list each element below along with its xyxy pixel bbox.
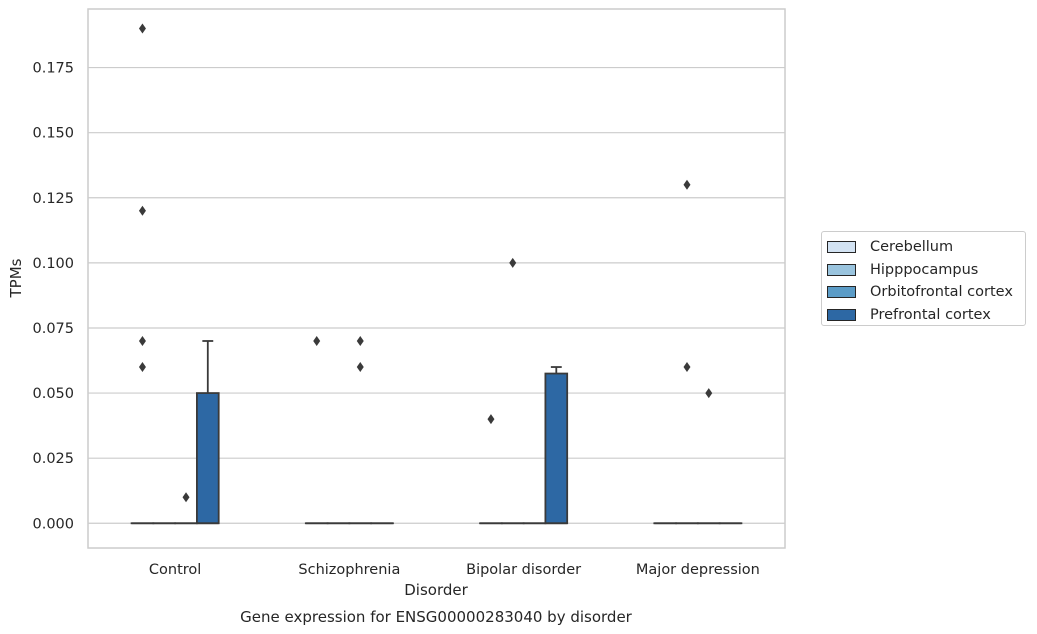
legend-item: Prefrontal cortex xyxy=(827,304,1025,327)
plot-frame xyxy=(87,8,786,549)
x-tick-labels: Control Schizophrenia Bipolar disorder Majo… xyxy=(149,562,760,578)
legend-swatch xyxy=(827,241,856,254)
outlier-marker xyxy=(705,388,713,399)
x-axis-label: Disorder xyxy=(404,581,468,599)
outlier-marker xyxy=(683,179,691,190)
y-axis-label: TPMs xyxy=(7,258,25,298)
outlier-marker xyxy=(313,335,321,346)
legend-label: Cerebellum xyxy=(870,239,954,256)
box-body xyxy=(196,392,220,525)
y-tick-label: 0.125 xyxy=(32,191,74,207)
box-body xyxy=(544,372,569,525)
outlier-marker xyxy=(356,335,364,346)
y-tick-label: 0.175 xyxy=(32,61,74,77)
x-tick-label: Control xyxy=(149,562,201,578)
outlier-marker xyxy=(487,414,495,425)
chart-title: Gene expression for ENSG00000283040 by d… xyxy=(240,608,633,626)
outlier-marker xyxy=(138,335,146,346)
legend: Cerebellum Hipppocampus Orbitofrontal cort… xyxy=(821,231,1026,326)
legend-swatch xyxy=(827,286,856,299)
legend-label: Orbitofrontal cortex xyxy=(870,284,1013,301)
x-tick-label: Bipolar disorder xyxy=(466,562,581,578)
box-prefrontal-cortex xyxy=(196,340,220,525)
box-prefrontal-cortex xyxy=(544,366,569,525)
legend-item: Hipppocampus xyxy=(827,259,1025,282)
legend-swatch xyxy=(827,263,856,276)
y-tick-label: 0.150 xyxy=(32,126,74,142)
y-tick-label: 0.075 xyxy=(32,321,74,337)
legend-item: Orbitofrontal cortex xyxy=(827,281,1025,304)
y-tick-label: 0.100 xyxy=(32,256,74,272)
boxes xyxy=(130,340,743,525)
legend-swatch xyxy=(827,308,856,321)
x-tick-label: Schizophrenia xyxy=(298,562,400,578)
gridlines xyxy=(88,66,785,524)
outlier-marker xyxy=(138,362,146,373)
legend-label: Hipppocampus xyxy=(870,261,979,278)
outlier-marker xyxy=(182,492,190,503)
y-tick-label: 0.025 xyxy=(32,451,74,467)
x-tick-label: Major depression xyxy=(636,562,760,578)
outlier-marker xyxy=(683,362,691,373)
outlier-marker xyxy=(356,362,364,373)
outlier-marker xyxy=(509,257,517,268)
legend-label: Prefrontal cortex xyxy=(870,306,991,323)
y-tick-label: 0.000 xyxy=(32,516,74,532)
outlier-marker xyxy=(138,23,146,34)
outlier-marker xyxy=(138,205,146,216)
outliers xyxy=(138,23,713,503)
legend-item: Cerebellum xyxy=(827,236,1025,259)
y-tick-label: 0.050 xyxy=(32,386,74,402)
y-tick-labels: 0.000 0.025 0.050 0.075 0.100 0.125 0.150 0.175 xyxy=(32,61,74,533)
